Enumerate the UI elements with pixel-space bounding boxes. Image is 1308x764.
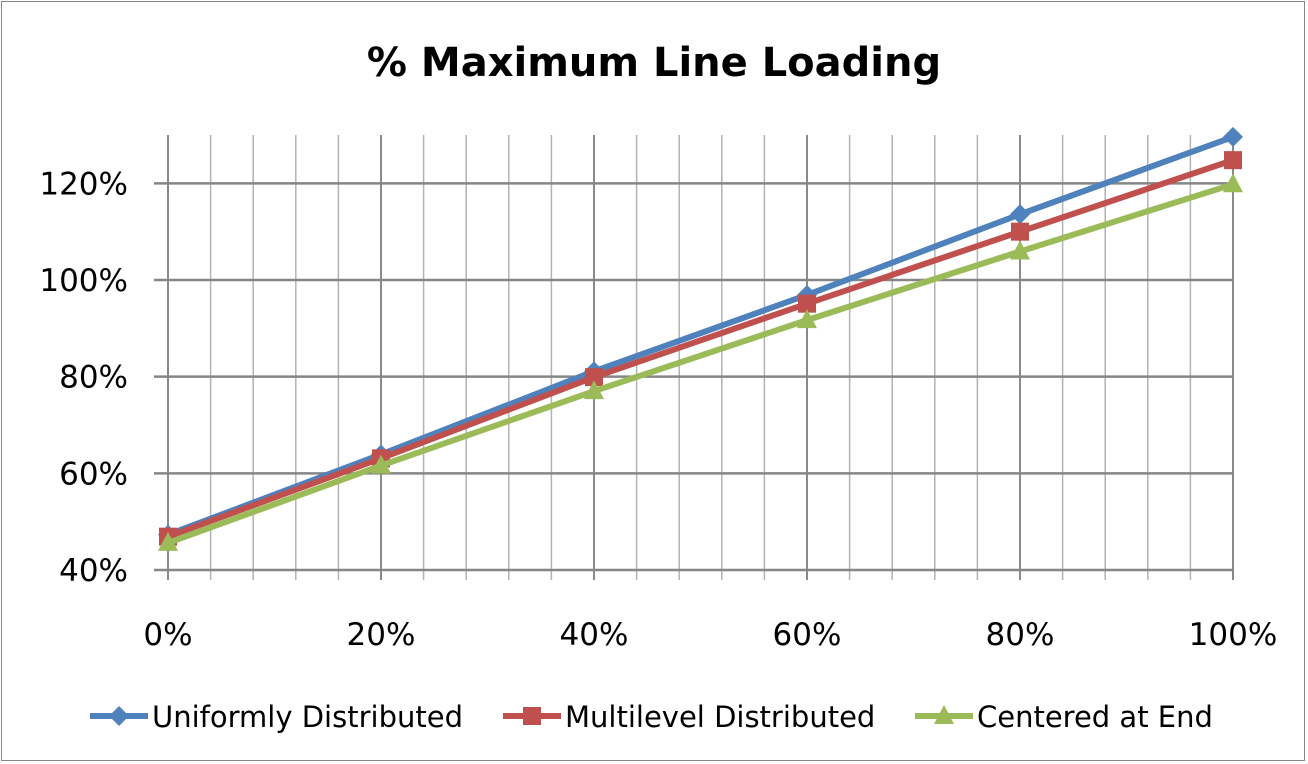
series-line: [166, 134, 1235, 538]
square-marker: [1011, 222, 1029, 241]
x-tick-label: 100%: [1189, 617, 1278, 653]
legend-item: Uniformly Distributed: [90, 700, 463, 734]
y-axis-ticks: 40% 60% 80% 100% 120%: [39, 166, 128, 589]
y-tick-label: 60%: [59, 456, 128, 492]
triangle-marker: [371, 454, 391, 474]
square-marker: [585, 368, 603, 387]
series-group: [158, 126, 1243, 551]
square-marker: [798, 294, 816, 313]
x-axis-ticks: 0% 20% 40% 60% 80% 100%: [143, 617, 1277, 653]
diamond-marker: [1010, 204, 1030, 225]
y-tick-label: 40%: [59, 553, 128, 589]
square-marker: [523, 707, 541, 725]
y-tick-label: 100%: [39, 263, 128, 299]
legend: Uniformly Distributed Multilevel Distribu…: [90, 700, 1213, 734]
y-tick-label: 80%: [59, 360, 128, 396]
x-tick-label: 40%: [560, 617, 629, 653]
chart-title: % Maximum Line Loading: [367, 40, 941, 86]
series-line: [166, 181, 1234, 546]
x-tick-label: 80%: [986, 617, 1055, 653]
triangle-marker: [1223, 173, 1243, 193]
triangle-marker: [934, 705, 954, 724]
legend-item: Centered at End: [915, 700, 1213, 734]
x-tick-label: 20%: [347, 617, 416, 653]
x-tick-label: 0%: [143, 617, 192, 653]
triangle-marker: [1010, 240, 1030, 260]
square-marker: [1224, 151, 1242, 170]
diamond-marker: [1223, 126, 1243, 147]
y-tick-label: 120%: [39, 166, 128, 202]
legend-label: Multilevel Distributed: [565, 700, 875, 734]
legend-label: Centered at End: [977, 700, 1213, 734]
triangle-marker: [584, 380, 604, 400]
diamond-marker: [109, 706, 129, 726]
triangle-marker: [158, 531, 178, 551]
series-line: [166, 157, 1234, 540]
x-tick-label: 60%: [773, 617, 842, 653]
series-centered-at-end: [158, 173, 1243, 551]
legend-item: Multilevel Distributed: [503, 700, 875, 734]
legend-label: Uniformly Distributed: [152, 700, 463, 734]
triangle-marker: [797, 309, 817, 329]
